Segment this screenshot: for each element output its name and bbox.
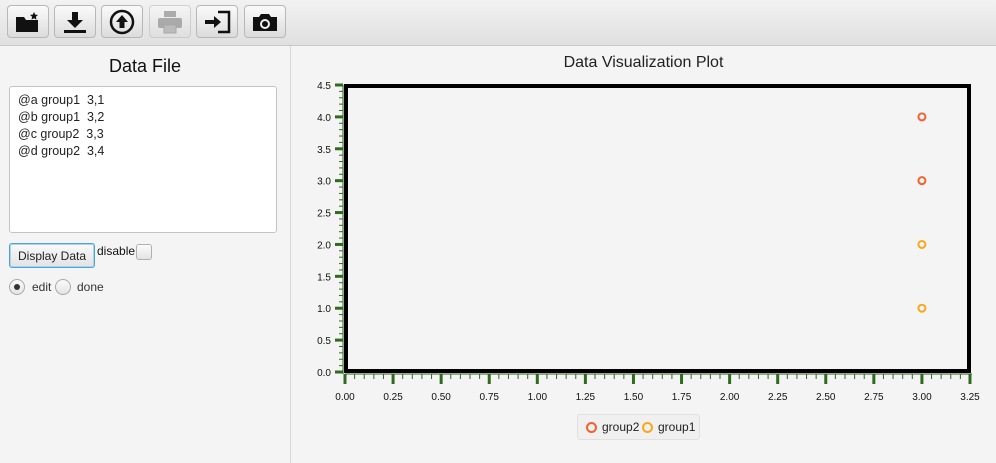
data-line: @c group2 3,3 [18,127,104,141]
data-point-group1 [917,239,927,249]
y-tick-label: 2.5 [317,209,331,220]
data-point-group2 [917,112,927,122]
y-tick-label: 3.5 [317,145,331,156]
sign-in-button[interactable] [196,5,238,38]
data-file-panel: Data File @a group1 3,1 @b group1 3,2 @c… [0,46,291,463]
legend-label: group1 [658,420,696,434]
y-tick-label: 4.5 [317,81,331,92]
x-tick-label: 3.00 [912,392,932,403]
x-tick-label: 2.25 [768,392,788,403]
done-radio-label: done [77,280,104,294]
print-button[interactable] [149,5,191,38]
camera-icon [251,11,279,33]
new-folder-icon [14,11,42,33]
data-file-title: Data File [108,56,182,76]
plot-frame [344,84,971,373]
new-folder-button[interactable] [7,5,49,38]
y-tick-label: 0.0 [317,368,331,379]
y-tick-label: 3.0 [317,177,331,188]
data-point-group1 [917,303,927,313]
x-tick-label: 3.25 [960,392,980,403]
toolbar [0,0,996,46]
x-tick-label: 0.25 [383,392,403,403]
upload-button[interactable] [101,5,143,38]
x-tick-label: 1.75 [672,392,692,403]
display-data-button[interactable]: Display Data [9,243,95,268]
edit-radio[interactable] [9,279,25,295]
camera-button[interactable] [244,5,286,38]
download-icon [62,10,88,34]
x-tick-label: 0.75 [479,392,499,403]
data-line: @a group1 3,1 [18,93,105,107]
data-point-group2 [917,176,927,186]
x-tick-label: 1.00 [528,392,548,403]
upload-icon [109,9,135,35]
print-icon [157,10,183,34]
x-tick-label: 1.25 [576,392,596,403]
y-tick-label: 0.5 [317,336,331,347]
legend-symbol [642,421,653,433]
x-tick-label: 2.75 [864,392,884,403]
y-tick-label: 1.0 [317,304,331,315]
x-tick-label: 2.00 [720,392,740,403]
scatter-chart: 0.0 0.5 1.0 1.5 2.0 2.5 3.0 3.5 4.0 4.5 0.00 0.25 0.… [317,81,980,403]
data-line: @b group1 3,2 [18,110,105,124]
done-radio[interactable] [55,279,71,295]
download-button[interactable] [54,5,96,38]
sign-in-icon [203,10,231,34]
y-tick-label: 4.0 [317,113,331,124]
disable-label: disable [97,244,136,258]
edit-radio-label: edit [32,280,52,294]
x-tick-label: 0.50 [431,392,451,403]
plot-panel: Data Visualization Plot 0.0 0.5 1.0 1.5 2.0 2… [291,46,996,463]
y-tick-label: 2.0 [317,240,331,251]
data-file-textarea[interactable]: @a group1 3,1 @b group1 3,2 @c group2 3,… [9,86,277,233]
x-tick-label: 0.00 [335,392,355,403]
data-line: @d group2 3,4 [18,144,105,158]
legend-label: group2 [602,420,640,434]
x-tick-label: 2.50 [816,392,836,403]
radio-selected-dot [14,284,20,290]
plot-title: Data Visualization Plot [563,54,724,71]
y-tick-label: 1.5 [317,272,331,283]
disable-checkbox[interactable] [136,244,152,260]
chart-legend: group2 group1 [577,414,700,440]
legend-item-group2: group2 [586,420,639,434]
legend-item-group1: group1 [642,420,695,434]
x-tick-label: 1.50 [624,392,644,403]
legend-symbol [586,421,597,433]
